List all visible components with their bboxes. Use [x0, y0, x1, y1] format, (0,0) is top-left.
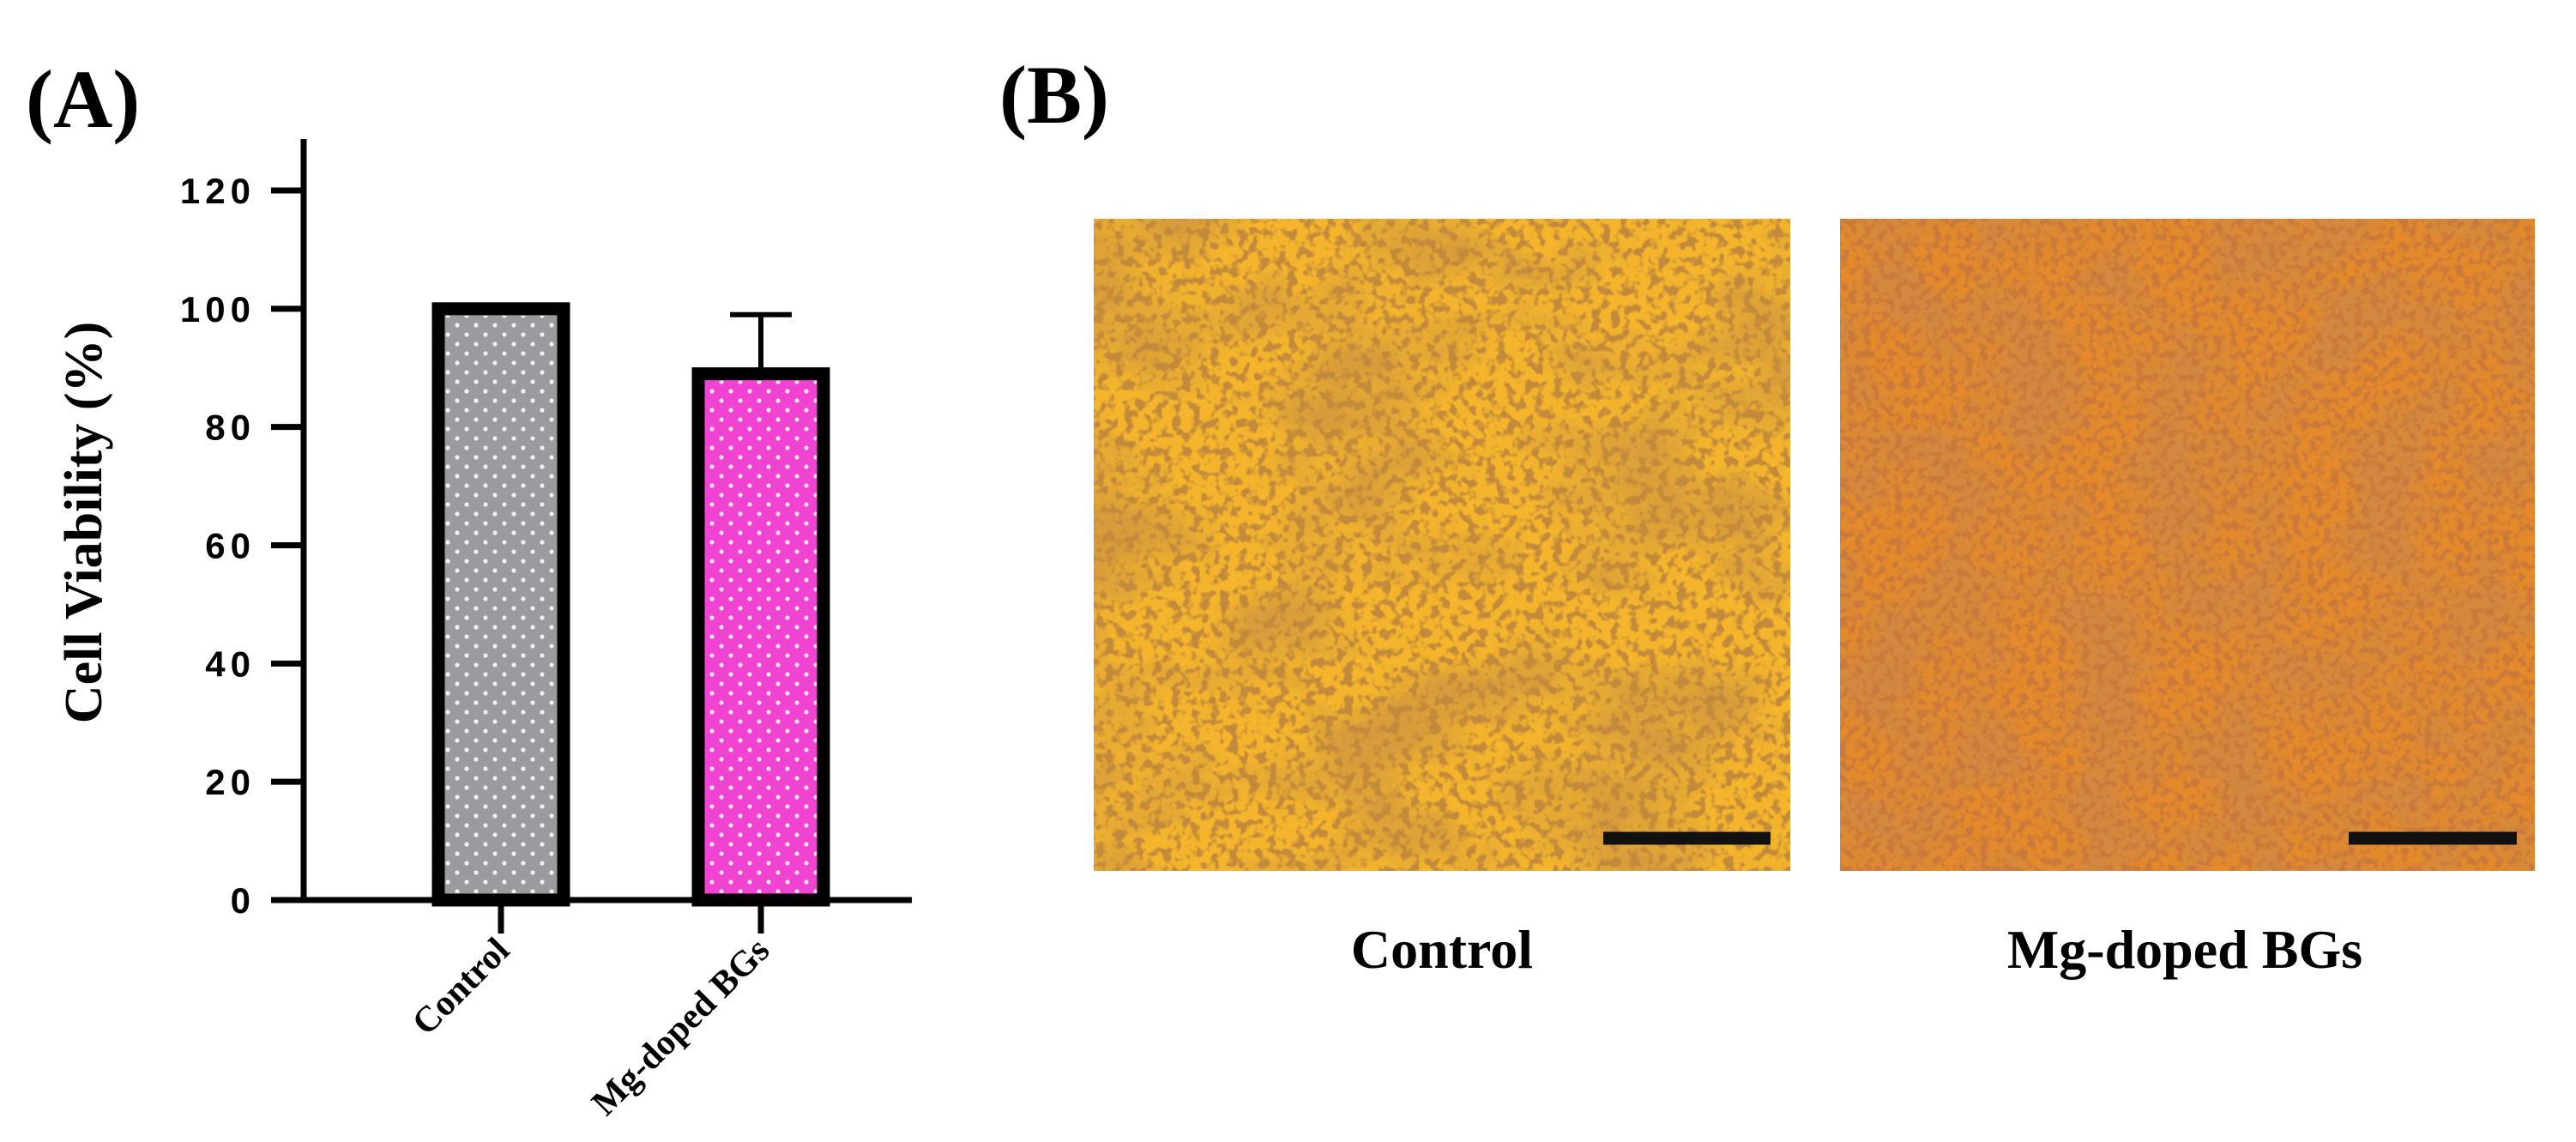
micrograph: [1840, 219, 2535, 871]
y-tick-label: 0: [231, 880, 256, 921]
x-tick-label: Control: [405, 931, 517, 1043]
y-tick-label: 120: [180, 171, 256, 211]
bar-pattern: [445, 315, 557, 893]
y-tick-label: 60: [205, 526, 256, 566]
y-tick-label: 20: [205, 762, 256, 802]
panel-label: (A): [26, 53, 140, 145]
panel-label: (B): [999, 49, 1109, 141]
image-caption: Mg-doped BGs: [2007, 919, 2362, 980]
image-caption: Control: [1351, 919, 1533, 980]
bar-pattern: [705, 380, 817, 893]
y-tick-label: 100: [180, 289, 256, 329]
y-tick-label: 80: [205, 408, 256, 448]
y-tick-label: 40: [205, 644, 256, 684]
y-axis-label: Cell Viability (%): [55, 322, 113, 723]
micrograph: [1094, 219, 1790, 871]
x-tick-label: Mg-doped BGs: [584, 931, 777, 1124]
